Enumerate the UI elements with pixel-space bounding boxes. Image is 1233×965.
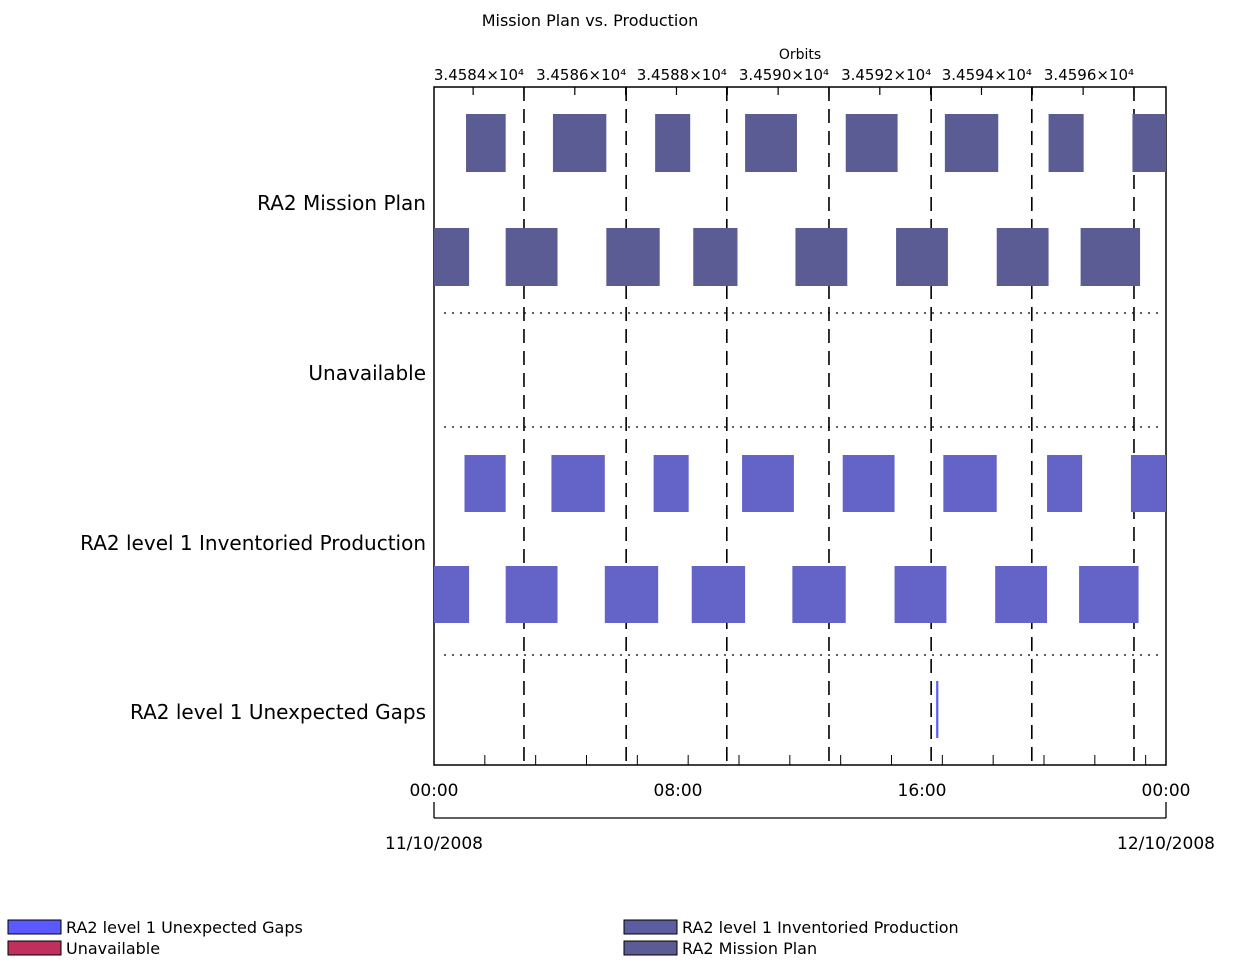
legend-swatch <box>7 919 62 935</box>
plot-frame <box>433 86 1167 766</box>
row-label: RA2 level 1 Inventoried Production <box>80 531 426 555</box>
interval-bar <box>1080 228 1141 286</box>
interval-bar <box>655 114 691 172</box>
interval-bar <box>795 228 848 286</box>
interval-bar <box>505 228 558 286</box>
top-axis-tick-label: 3.4594×10⁴ <box>942 66 1032 84</box>
interval-bar <box>691 566 746 623</box>
row-label: Unavailable <box>308 361 426 385</box>
interval-bar <box>894 566 947 623</box>
top-axis-label: Orbits <box>779 47 821 63</box>
interval-bar <box>842 455 895 512</box>
date-label: 11/10/2008 <box>385 834 483 854</box>
interval-bar <box>464 455 506 512</box>
time-tick-label: 16:00 <box>898 781 947 801</box>
interval-bar <box>1132 114 1166 172</box>
top-axis-tick-label: 3.4592×10⁴ <box>841 66 931 84</box>
time-tick-label: 08:00 <box>654 781 703 801</box>
interval-bar <box>434 228 470 286</box>
interval-bar <box>551 455 605 512</box>
interval-bar <box>1047 455 1083 512</box>
interval-bar <box>745 114 797 172</box>
legend-label: RA2 level 1 Inventoried Production <box>682 918 959 937</box>
interval-bar <box>944 114 999 172</box>
interval-bar <box>466 114 506 172</box>
interval-bar <box>1079 566 1139 623</box>
interval-bar <box>606 228 660 286</box>
row-label: RA2 Mission Plan <box>257 191 426 215</box>
interval-bar <box>693 228 738 286</box>
interval-bar <box>792 566 846 623</box>
legend-label: RA2 level 1 Unexpected Gaps <box>66 918 303 937</box>
legend-swatch <box>623 919 678 935</box>
row-label: RA2 level 1 Unexpected Gaps <box>130 700 426 724</box>
top-axis-tick-label: 3.4586×10⁴ <box>536 66 626 84</box>
interval-bar <box>604 566 659 623</box>
time-tick-label: 00:00 <box>410 781 459 801</box>
legend-swatch <box>7 940 62 956</box>
interval-bar <box>943 455 997 512</box>
top-axis-tick-label: 3.4584×10⁴ <box>434 66 524 84</box>
interval-bar <box>552 114 607 172</box>
interval-bar <box>1048 114 1084 172</box>
interval-bar <box>995 566 1048 623</box>
interval-bar <box>505 566 558 623</box>
chart-title: Mission Plan vs. Production <box>482 11 699 30</box>
legend-swatch <box>623 940 678 956</box>
legend-label: RA2 Mission Plan <box>682 939 817 958</box>
top-axis-tick-label: 3.4590×10⁴ <box>739 66 829 84</box>
interval-bar <box>996 228 1049 286</box>
date-label: 12/10/2008 <box>1117 834 1215 854</box>
interval-bar <box>896 228 948 286</box>
legend-label: Unavailable <box>66 939 160 958</box>
top-axis-tick-label: 3.4588×10⁴ <box>637 66 727 84</box>
top-axis-tick-label: 3.4596×10⁴ <box>1044 66 1134 84</box>
interval-bar <box>434 566 470 623</box>
interval-bar <box>653 455 689 512</box>
interval-bar <box>1130 455 1166 512</box>
time-tick-label: 00:00 <box>1142 781 1191 801</box>
interval-bar <box>742 455 794 512</box>
interval-bar <box>845 114 898 172</box>
